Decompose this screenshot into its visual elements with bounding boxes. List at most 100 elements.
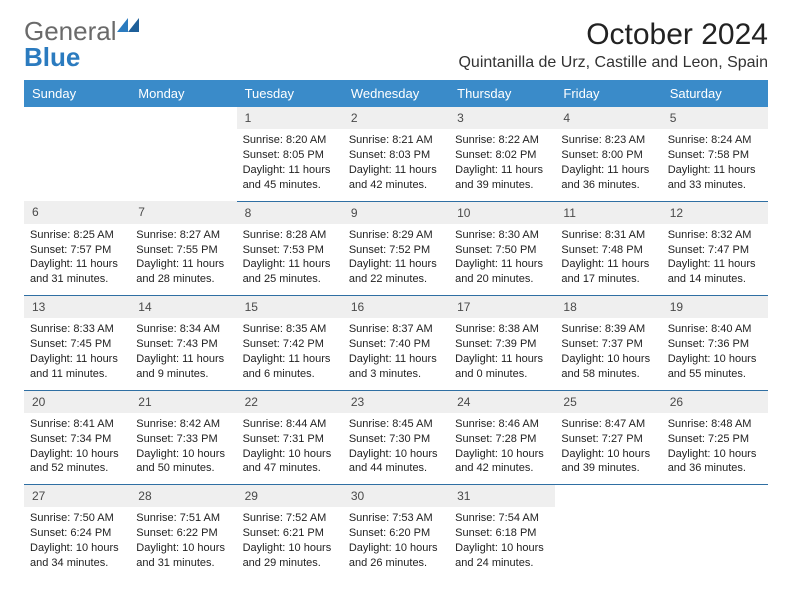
day-number-cell [24,107,130,129]
day-number-cell: 22 [237,390,343,413]
day-number-cell: 19 [662,296,768,319]
header: General Blue October 2024 Quintanilla de… [24,18,768,72]
day-number-cell: 26 [662,390,768,413]
sunrise-line: Sunrise: 8:37 AM [349,322,443,337]
daylight-line: Daylight: 11 hours and 39 minutes. [455,163,549,193]
page-title: October 2024 [458,18,768,52]
sunrise-line: Sunrise: 7:50 AM [30,511,124,526]
title-block: October 2024 Quintanilla de Urz, Castill… [458,18,768,72]
sunset-line: Sunset: 7:43 PM [136,337,230,352]
sunset-line: Sunset: 6:24 PM [30,526,124,541]
day-cell: Sunrise: 8:39 AMSunset: 7:37 PMDaylight:… [555,318,661,390]
sunset-line: Sunset: 7:47 PM [668,243,762,258]
sunrise-line: Sunrise: 8:42 AM [136,417,230,432]
day-number-cell: 14 [130,296,236,319]
day-cell [555,507,661,578]
day-number-cell: 12 [662,201,768,224]
sunrise-line: Sunrise: 7:52 AM [243,511,337,526]
sunrise-line: Sunrise: 8:22 AM [455,133,549,148]
sunset-line: Sunset: 7:42 PM [243,337,337,352]
sunset-line: Sunset: 7:57 PM [30,243,124,258]
day-number-cell: 10 [449,201,555,224]
day-number-cell: 7 [130,201,236,224]
day-cell: Sunrise: 8:35 AMSunset: 7:42 PMDaylight:… [237,318,343,390]
daylight-line: Daylight: 11 hours and 20 minutes. [455,257,549,287]
day-cell: Sunrise: 8:20 AMSunset: 8:05 PMDaylight:… [237,129,343,201]
day-number-cell [662,485,768,508]
sunset-line: Sunset: 7:45 PM [30,337,124,352]
day-cell: Sunrise: 8:29 AMSunset: 7:52 PMDaylight:… [343,224,449,296]
sunrise-line: Sunrise: 8:44 AM [243,417,337,432]
daylight-line: Daylight: 10 hours and 26 minutes. [349,541,443,571]
sunrise-line: Sunrise: 8:34 AM [136,322,230,337]
brand-blue: Blue [24,42,80,72]
day-cell: Sunrise: 8:40 AMSunset: 7:36 PMDaylight:… [662,318,768,390]
daylight-line: Daylight: 11 hours and 25 minutes. [243,257,337,287]
day-number-cell: 9 [343,201,449,224]
day-number-cell: 3 [449,107,555,129]
daylight-line: Daylight: 11 hours and 31 minutes. [30,257,124,287]
daylight-line: Daylight: 11 hours and 9 minutes. [136,352,230,382]
day-number-cell: 27 [24,485,130,508]
day-number-cell: 21 [130,390,236,413]
sunset-line: Sunset: 6:18 PM [455,526,549,541]
daylight-line: Daylight: 10 hours and 52 minutes. [30,447,124,477]
day-cell: Sunrise: 8:41 AMSunset: 7:34 PMDaylight:… [24,413,130,485]
sunrise-line: Sunrise: 8:31 AM [561,228,655,243]
sunrise-line: Sunrise: 8:45 AM [349,417,443,432]
calendar-table: SundayMondayTuesdayWednesdayThursdayFrid… [24,80,768,579]
daylight-line: Daylight: 11 hours and 33 minutes. [668,163,762,193]
sunset-line: Sunset: 6:22 PM [136,526,230,541]
day-cell: Sunrise: 8:47 AMSunset: 7:27 PMDaylight:… [555,413,661,485]
daylight-line: Daylight: 10 hours and 58 minutes. [561,352,655,382]
sunset-line: Sunset: 7:50 PM [455,243,549,258]
sunset-line: Sunset: 8:05 PM [243,148,337,163]
daylight-line: Daylight: 11 hours and 36 minutes. [561,163,655,193]
brand-logo: General Blue [24,18,139,70]
day-number-cell: 18 [555,296,661,319]
sunset-line: Sunset: 7:48 PM [561,243,655,258]
day-cell: Sunrise: 8:25 AMSunset: 7:57 PMDaylight:… [24,224,130,296]
weekday-header: Monday [130,80,236,107]
calendar-head: SundayMondayTuesdayWednesdayThursdayFrid… [24,80,768,107]
daynum-row: 6789101112 [24,201,768,224]
sunrise-line: Sunrise: 8:38 AM [455,322,549,337]
day-cell [662,507,768,578]
week-row: Sunrise: 8:25 AMSunset: 7:57 PMDaylight:… [24,224,768,296]
day-cell: Sunrise: 8:21 AMSunset: 8:03 PMDaylight:… [343,129,449,201]
day-number-cell: 31 [449,485,555,508]
calendar-body: 12345Sunrise: 8:20 AMSunset: 8:05 PMDayl… [24,107,768,579]
day-cell: Sunrise: 8:30 AMSunset: 7:50 PMDaylight:… [449,224,555,296]
day-cell: Sunrise: 7:50 AMSunset: 6:24 PMDaylight:… [24,507,130,578]
day-cell: Sunrise: 8:31 AMSunset: 7:48 PMDaylight:… [555,224,661,296]
sunrise-line: Sunrise: 8:27 AM [136,228,230,243]
sunrise-line: Sunrise: 7:54 AM [455,511,549,526]
day-cell: Sunrise: 8:28 AMSunset: 7:53 PMDaylight:… [237,224,343,296]
sunset-line: Sunset: 7:25 PM [668,432,762,447]
day-number-cell: 2 [343,107,449,129]
day-number-cell: 16 [343,296,449,319]
day-number-cell: 23 [343,390,449,413]
sunrise-line: Sunrise: 7:51 AM [136,511,230,526]
sunset-line: Sunset: 7:52 PM [349,243,443,258]
day-number-cell: 24 [449,390,555,413]
daylight-line: Daylight: 11 hours and 45 minutes. [243,163,337,193]
daylight-line: Daylight: 10 hours and 55 minutes. [668,352,762,382]
sunrise-line: Sunrise: 8:39 AM [561,322,655,337]
sunset-line: Sunset: 7:37 PM [561,337,655,352]
daynum-row: 12345 [24,107,768,129]
day-number-cell [555,485,661,508]
sunset-line: Sunset: 7:31 PM [243,432,337,447]
daylight-line: Daylight: 11 hours and 6 minutes. [243,352,337,382]
sunrise-line: Sunrise: 8:32 AM [668,228,762,243]
day-cell: Sunrise: 8:22 AMSunset: 8:02 PMDaylight:… [449,129,555,201]
day-number-cell: 6 [24,201,130,224]
sunrise-line: Sunrise: 8:25 AM [30,228,124,243]
sunrise-line: Sunrise: 8:40 AM [668,322,762,337]
day-number-cell: 8 [237,201,343,224]
sunset-line: Sunset: 7:36 PM [668,337,762,352]
sunrise-line: Sunrise: 8:28 AM [243,228,337,243]
sunset-line: Sunset: 7:55 PM [136,243,230,258]
day-cell: Sunrise: 8:34 AMSunset: 7:43 PMDaylight:… [130,318,236,390]
day-number-cell: 4 [555,107,661,129]
